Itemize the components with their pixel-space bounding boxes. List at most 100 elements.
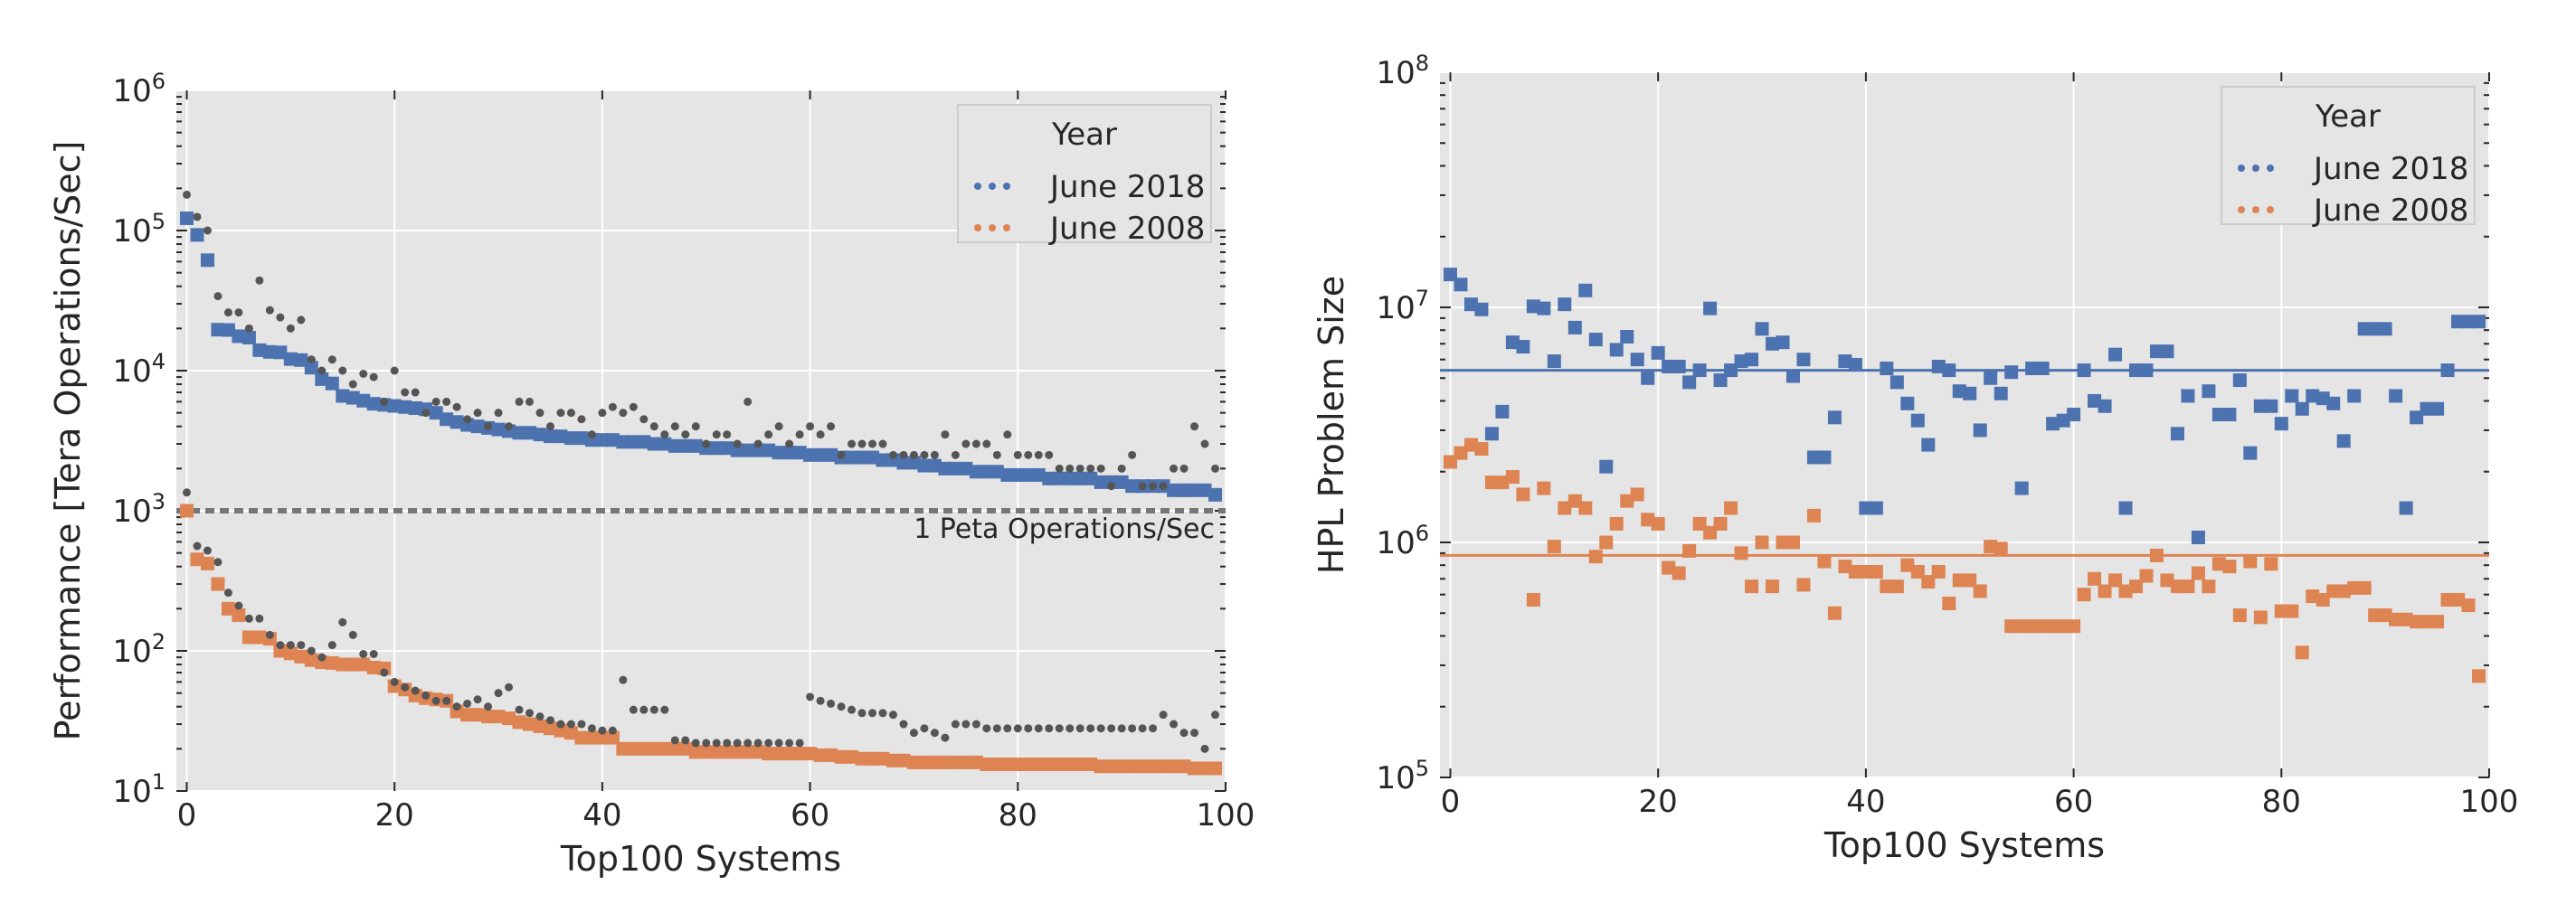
y-tick-base: 10 bbox=[1376, 290, 1415, 326]
data-point bbox=[2118, 501, 2133, 515]
data-point bbox=[941, 733, 950, 742]
data-point bbox=[816, 430, 825, 439]
data-point bbox=[317, 653, 327, 662]
data-point bbox=[1114, 475, 1129, 489]
reference-line-label: 1 Peta Operations/Sec bbox=[914, 513, 1215, 545]
data-point bbox=[702, 739, 711, 748]
data-point bbox=[626, 741, 640, 756]
data-point bbox=[1662, 359, 1676, 373]
data-point bbox=[1065, 464, 1075, 473]
data-point bbox=[785, 439, 794, 448]
data-point bbox=[2440, 592, 2455, 607]
y-tick-base: 10 bbox=[112, 494, 151, 530]
data-point bbox=[2336, 434, 2351, 448]
data-point bbox=[554, 429, 568, 444]
data-point bbox=[408, 400, 422, 415]
data-point bbox=[2389, 389, 2403, 403]
data-point bbox=[283, 646, 298, 661]
data-point bbox=[1055, 724, 1064, 733]
data-point bbox=[346, 391, 360, 405]
data-point bbox=[1889, 375, 1904, 390]
data-point bbox=[1785, 535, 1800, 550]
legend-title: Year bbox=[1051, 117, 1117, 153]
data-point bbox=[909, 729, 918, 738]
data-point bbox=[463, 415, 472, 424]
data-point bbox=[764, 739, 773, 748]
data-point bbox=[1994, 386, 2008, 400]
data-point bbox=[2046, 619, 2060, 634]
data-point bbox=[556, 720, 565, 729]
data-point bbox=[1910, 413, 1925, 428]
data-point bbox=[637, 435, 651, 449]
data-point bbox=[577, 415, 586, 424]
data-point bbox=[1880, 362, 1894, 376]
data-point bbox=[2357, 580, 2372, 595]
y-tick-base: 10 bbox=[1376, 525, 1415, 561]
data-point bbox=[543, 721, 557, 736]
data-point bbox=[2336, 584, 2351, 598]
data-point bbox=[577, 720, 586, 729]
legend-marker bbox=[989, 224, 996, 231]
data-point bbox=[1086, 464, 1095, 473]
data-point bbox=[834, 749, 848, 764]
data-point bbox=[813, 748, 828, 762]
data-point bbox=[2285, 604, 2299, 618]
data-point bbox=[605, 433, 620, 447]
data-point bbox=[1994, 541, 2008, 556]
data-point bbox=[639, 415, 649, 424]
data-point bbox=[1630, 487, 1644, 502]
legend-marker bbox=[2238, 165, 2245, 172]
data-point bbox=[1138, 724, 1147, 733]
data-point bbox=[938, 755, 952, 769]
data-point bbox=[2440, 363, 2455, 378]
data-point bbox=[502, 711, 516, 726]
data-point bbox=[764, 430, 773, 439]
y-tick-base: 10 bbox=[1376, 55, 1415, 91]
data-point bbox=[276, 313, 285, 322]
data-point bbox=[619, 409, 628, 418]
data-point bbox=[2399, 612, 2413, 626]
data-point bbox=[2118, 584, 2133, 598]
data-point bbox=[619, 675, 628, 684]
data-point bbox=[1806, 450, 1821, 465]
data-point bbox=[369, 372, 378, 381]
data-point bbox=[982, 439, 991, 448]
data-point bbox=[792, 446, 807, 460]
data-point bbox=[1505, 335, 1520, 350]
data-point bbox=[2420, 615, 2434, 629]
data-point bbox=[2222, 408, 2237, 422]
data-point bbox=[1484, 427, 1499, 441]
data-point bbox=[2399, 501, 2413, 515]
legend-label: June 2008 bbox=[2312, 193, 2468, 229]
data-point bbox=[906, 755, 921, 769]
data-point bbox=[2295, 645, 2309, 660]
data-point bbox=[1526, 299, 1540, 314]
data-point bbox=[896, 753, 911, 767]
data-point bbox=[543, 429, 557, 444]
data-point bbox=[1073, 757, 1087, 771]
data-point bbox=[2181, 579, 2195, 594]
data-point bbox=[2378, 322, 2392, 336]
data-point bbox=[1474, 302, 1489, 316]
data-point bbox=[1776, 335, 1790, 350]
data-point bbox=[1179, 729, 1189, 738]
data-point bbox=[380, 668, 389, 677]
data-point bbox=[647, 741, 661, 756]
data-point bbox=[1013, 450, 1022, 459]
data-point bbox=[1010, 467, 1025, 482]
data-point bbox=[325, 376, 339, 391]
y-tick-label: 105 bbox=[112, 209, 166, 250]
data-point bbox=[959, 461, 973, 476]
y-axis-title: HPL Problem Size bbox=[1312, 276, 1351, 574]
legend-box bbox=[957, 104, 1212, 243]
data-point bbox=[941, 430, 950, 439]
data-point bbox=[2149, 548, 2164, 562]
data-point bbox=[265, 630, 274, 639]
data-point bbox=[473, 695, 482, 704]
data-point bbox=[720, 441, 734, 456]
data-point bbox=[837, 450, 846, 459]
y-tick-exponent: 8 bbox=[1416, 51, 1429, 76]
data-point bbox=[494, 409, 503, 418]
data-point bbox=[803, 447, 818, 462]
legend-box bbox=[2221, 86, 2476, 225]
